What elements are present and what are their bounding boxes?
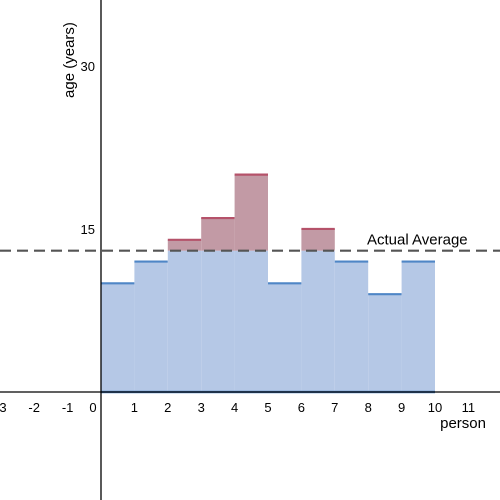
x-tick-label: 5	[264, 400, 271, 415]
x-tick-label: 9	[398, 400, 405, 415]
x-tick-labels: -3 -2 -1 0 1 2 3 4 5 6 7 8 9 10 11	[0, 400, 475, 415]
bar-below-average	[368, 294, 402, 392]
y-tick-label: 30	[81, 59, 95, 74]
x-tick-label: 6	[298, 400, 305, 415]
bar-below-average	[201, 250, 235, 392]
x-tick-label: 10	[428, 400, 442, 415]
bar-below-average	[167, 250, 202, 392]
x-axis-label: person	[440, 415, 486, 432]
bar-below-average	[334, 261, 369, 392]
bar-above-average	[301, 228, 335, 251]
y-axis-label: age (years)	[61, 22, 78, 98]
average-label: Actual Average	[367, 232, 468, 249]
bar-below-average	[234, 250, 268, 392]
y-tick-label: 15	[81, 222, 95, 237]
bar-above-average	[167, 239, 202, 251]
x-tick-label: 8	[365, 400, 372, 415]
x-tick-label: -3	[0, 400, 7, 415]
bar-above-average	[234, 174, 268, 251]
bar-above-average	[201, 218, 235, 251]
bar-below-average	[134, 261, 168, 392]
bar-below-average	[401, 261, 435, 392]
x-tick-label: 11	[462, 400, 476, 415]
x-tick-label: 7	[331, 400, 338, 415]
x-tick-label: 1	[131, 400, 138, 415]
bar-below-average	[101, 283, 135, 392]
x-tick-label: 2	[164, 400, 171, 415]
x-tick-label: 4	[231, 400, 238, 415]
x-tick-label: -2	[28, 400, 40, 415]
x-tick-label: 3	[198, 400, 205, 415]
x-tick-label: -1	[62, 400, 74, 415]
bar-below-average	[301, 250, 335, 392]
x-tick-label: 0	[89, 400, 96, 415]
bars-group	[101, 173, 435, 394]
bar-below-average	[268, 283, 302, 392]
